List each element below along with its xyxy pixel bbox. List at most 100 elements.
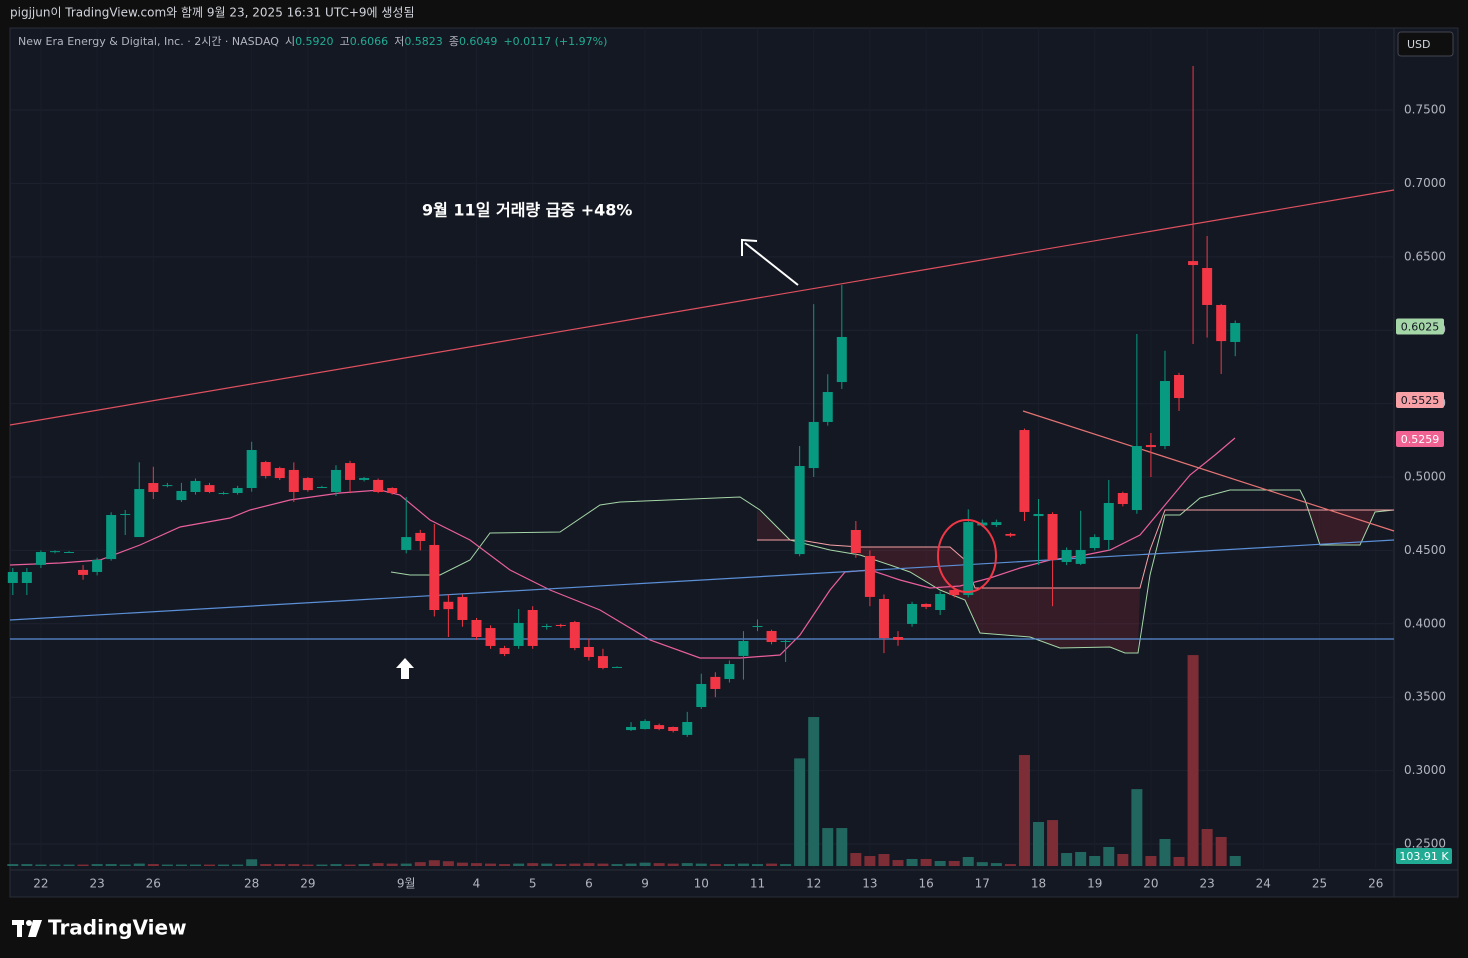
x-tick-label: 23 bbox=[1199, 877, 1214, 891]
candle-body bbox=[373, 479, 384, 492]
currency-button[interactable] bbox=[1397, 31, 1454, 57]
candle-body bbox=[541, 625, 552, 628]
y-tick-label: 0.7500 bbox=[1404, 103, 1446, 117]
volume-bar bbox=[63, 864, 75, 866]
candle-body bbox=[316, 486, 327, 488]
candle-body bbox=[766, 630, 777, 642]
candle-body bbox=[907, 603, 918, 624]
brand: TradingView bbox=[48, 916, 187, 940]
volume-bar bbox=[836, 828, 848, 866]
candle-body bbox=[1159, 381, 1170, 447]
volume-bar bbox=[1018, 755, 1030, 866]
candle-body bbox=[626, 726, 637, 731]
annotation-arrow-head bbox=[741, 238, 758, 256]
candle-body bbox=[443, 601, 454, 610]
x-tick-label: 13 bbox=[862, 877, 877, 891]
volume-bar bbox=[49, 864, 61, 866]
y-tick-label: 0.7000 bbox=[1404, 176, 1446, 190]
candle-body bbox=[654, 725, 665, 730]
annotation: 9월 11일 거래량 급증 +48% bbox=[422, 201, 632, 220]
volume-bar bbox=[948, 861, 960, 866]
x-tick-label: 25 bbox=[1312, 877, 1327, 891]
volume-bar bbox=[695, 863, 707, 866]
volume-bar bbox=[822, 828, 834, 866]
y-tick-label: 0.3000 bbox=[1404, 763, 1446, 777]
cloud-fill bbox=[1305, 500, 1394, 545]
trend-line bbox=[9, 539, 1395, 621]
x-tick-label: 4 bbox=[473, 877, 481, 891]
legend-label: 시 bbox=[285, 35, 295, 48]
volume-bar bbox=[583, 863, 595, 866]
legend-label: 고 bbox=[340, 35, 350, 48]
candle-body bbox=[499, 648, 510, 655]
volume-bar bbox=[1033, 821, 1045, 866]
y-tick-label: 0.5000 bbox=[1404, 470, 1446, 484]
x-tick-label: 5 bbox=[529, 877, 537, 891]
volume-bar bbox=[1159, 838, 1171, 866]
candle-body bbox=[64, 552, 75, 554]
candle-body bbox=[963, 522, 974, 596]
volume-bar bbox=[1173, 856, 1185, 866]
candle-body bbox=[1230, 323, 1241, 342]
candle-body bbox=[78, 569, 89, 575]
volume-bar bbox=[639, 862, 651, 866]
volume-bar bbox=[302, 864, 314, 866]
y-tick-label: 0.6500 bbox=[1404, 249, 1446, 263]
volume-bar bbox=[709, 864, 721, 866]
candle-body bbox=[330, 469, 341, 492]
volume-bar bbox=[358, 864, 370, 866]
x-tick-label: 29 bbox=[300, 877, 315, 891]
candle-body bbox=[232, 488, 243, 494]
volume-bar bbox=[850, 853, 862, 866]
volume-bar bbox=[1075, 851, 1087, 866]
candle-body bbox=[921, 603, 932, 607]
candle-body bbox=[106, 515, 117, 560]
candle-body bbox=[190, 480, 201, 492]
candle-body bbox=[1089, 537, 1100, 549]
candle-body bbox=[288, 469, 299, 492]
candle-body bbox=[387, 488, 398, 494]
volume-bar bbox=[442, 861, 454, 866]
candle-body bbox=[302, 478, 313, 491]
trend-line bbox=[9, 189, 1395, 426]
legend-value: 0.6049 bbox=[459, 35, 498, 48]
volume-bar bbox=[1047, 820, 1059, 866]
volume-bar bbox=[794, 758, 806, 866]
x-tick-label: 23 bbox=[89, 877, 104, 891]
candle-body bbox=[401, 537, 412, 550]
volume-bar bbox=[485, 863, 497, 866]
volume-bar bbox=[864, 856, 876, 866]
volume-bar bbox=[1187, 655, 1199, 866]
candle-body bbox=[850, 529, 861, 554]
candle-body bbox=[822, 392, 833, 422]
volume-bar bbox=[976, 862, 988, 866]
y-tick-label: 0.2500 bbox=[1404, 836, 1446, 850]
volume-bar bbox=[91, 864, 103, 866]
candle-body bbox=[1061, 549, 1072, 562]
volume-bar bbox=[1004, 864, 1016, 866]
volume-bar bbox=[920, 858, 932, 866]
x-tick-label: 20 bbox=[1143, 877, 1158, 891]
volume-bar bbox=[1061, 853, 1073, 866]
candle-body bbox=[1075, 549, 1086, 564]
x-tick-label: 24 bbox=[1256, 877, 1271, 891]
legend-label: 종 bbox=[449, 35, 459, 48]
volume-bar bbox=[906, 858, 918, 866]
y-tick-label: 0.4000 bbox=[1404, 616, 1446, 630]
volume-bar bbox=[119, 864, 131, 866]
currency-label[interactable]: USD bbox=[1407, 38, 1431, 51]
volume-label-box bbox=[1396, 848, 1452, 865]
volume-bar bbox=[1089, 856, 1101, 866]
candle-body bbox=[640, 720, 651, 730]
volume-bar bbox=[513, 863, 525, 866]
volume-bar bbox=[569, 863, 581, 866]
volume-bar bbox=[344, 864, 356, 866]
x-tick-label: 11 bbox=[750, 877, 765, 891]
volume-bar bbox=[35, 864, 47, 866]
candle-body bbox=[204, 485, 215, 492]
volume-bar bbox=[1117, 853, 1129, 866]
legend-value: 0.6066 bbox=[350, 35, 389, 48]
volume-bar bbox=[766, 863, 778, 866]
logo-mark bbox=[17, 920, 22, 937]
volume-bar bbox=[330, 864, 342, 866]
